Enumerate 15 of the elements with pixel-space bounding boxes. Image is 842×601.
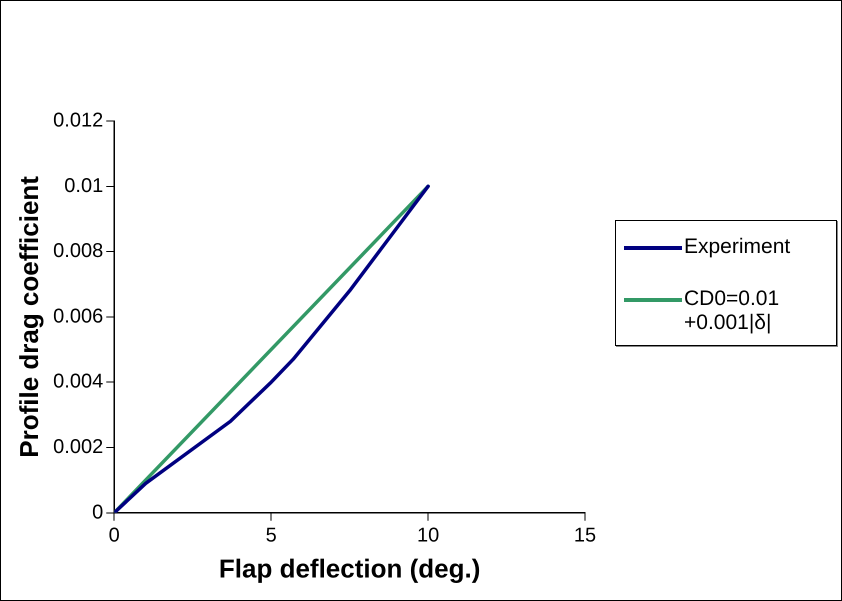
y-tick-label: 0.012 — [53, 110, 104, 132]
x-tick-label: 15 — [574, 524, 596, 546]
y-tick-label: 0 — [92, 501, 104, 524]
y-axis-title: Profile drag coefficient — [14, 176, 44, 458]
y-tick-label: 0.002 — [53, 436, 104, 458]
y-tick-label: 0.004 — [53, 370, 104, 393]
legend-label: CD0=0.01 +0.001|δ| — [684, 287, 780, 335]
x-tick-label: 5 — [266, 524, 277, 546]
x-tick-label: 0 — [108, 524, 120, 546]
x-tick-label: 10 — [416, 524, 440, 546]
legend-label: Experiment — [684, 235, 790, 259]
x-axis-title: Flap deflection (deg.) — [218, 554, 480, 584]
y-tick-label: 0.01 — [64, 174, 104, 197]
y-tick-label: 0.008 — [53, 240, 104, 262]
y-tick-label: 0.006 — [53, 305, 104, 328]
